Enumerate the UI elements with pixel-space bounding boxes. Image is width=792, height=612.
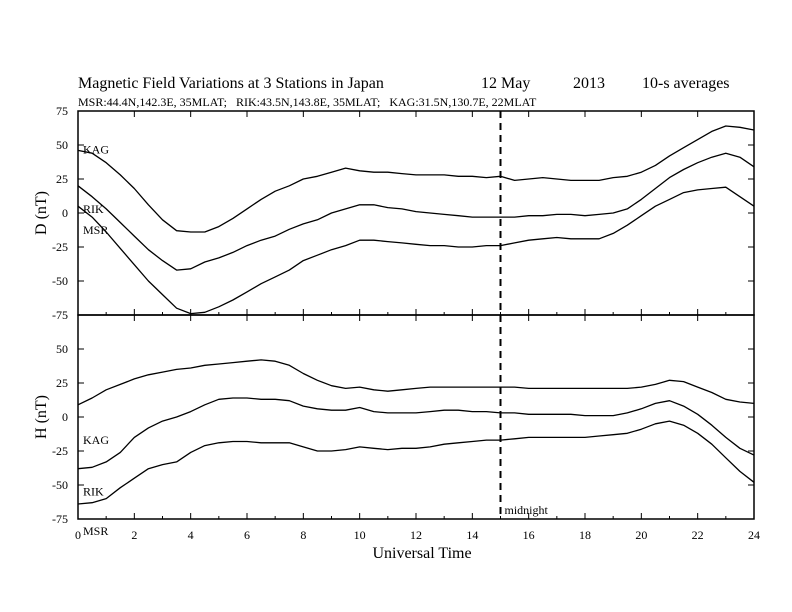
x-tick-label-4: 8 [300, 528, 306, 542]
chart-averaging: 10-s averages [642, 75, 730, 92]
x-tick-label-3: 6 [244, 528, 250, 542]
series-line-0-kag [77, 125, 755, 233]
series-line-1-kag [77, 359, 755, 406]
y-tick-label-0-3: 0 [62, 206, 68, 220]
y-tick-label-0-0: 75 [56, 104, 68, 118]
midnight-label: midnight [505, 503, 549, 517]
y-tick-label-1-3: 0 [62, 410, 68, 424]
y-tick-label-1-1: 50 [56, 342, 68, 356]
series-line-1-msr [77, 420, 755, 505]
series-label-0-rik: RIK [83, 202, 104, 216]
panel-frame-1 [77, 314, 755, 520]
x-tick-label-7: 14 [466, 528, 478, 542]
x-tick-label-2: 4 [188, 528, 194, 542]
x-tick-label-5: 10 [354, 528, 366, 542]
y-tick-label-1-5: -50 [52, 478, 68, 492]
series-label-1-rik: RIK [83, 485, 104, 499]
y-tick-label-0-5: -50 [52, 274, 68, 288]
y-tick-label-0-4: -25 [52, 240, 68, 254]
series-line-0-msr [77, 186, 755, 315]
chart-subtitle: MSR:44.4N,142.3E, 35MLAT; RIK:43.5N,143.… [78, 95, 537, 109]
x-tick-label-11: 22 [692, 528, 704, 542]
y-axis-label-0: D (nT) [33, 191, 50, 235]
chart-title: Magnetic Field Variations at 3 Stations … [78, 75, 384, 92]
y-tick-label-1-4: -25 [52, 444, 68, 458]
plot-layer: 75 50 25 0 -25 -50 -75 D (nT) KAG RIK MSR 50 25 0 -25 -… [33, 104, 760, 542]
series-label-1-kag: KAG [83, 433, 109, 447]
x-tick-label-6: 12 [410, 528, 422, 542]
y-tick-label-0-1: 50 [56, 138, 68, 152]
series-label-1-msr: MSR [83, 524, 108, 538]
series-label-0-kag: KAG [83, 142, 109, 156]
y-tick-label-1-6: -75 [52, 512, 68, 526]
y-axis-label-1: H (nT) [33, 395, 50, 439]
x-tick-label-1: 2 [131, 528, 137, 542]
panel-frame-0 [77, 110, 755, 316]
x-tick-label-9: 18 [579, 528, 591, 542]
series-label-0-msr: MSR [83, 223, 108, 237]
y-tick-label-1-2: 25 [56, 376, 68, 390]
y-tick-label-0-2: 25 [56, 172, 68, 186]
y-tick-label-0-6: -75 [52, 308, 68, 322]
series-line-1-rik [77, 397, 755, 470]
series-line-0-rik [77, 152, 755, 271]
x-tick-label-12: 24 [748, 528, 760, 542]
x-tick-label-8: 16 [523, 528, 535, 542]
chart-date-year: 2013 [573, 75, 605, 92]
chart-date-day: 12 May [481, 75, 530, 92]
x-tick-label-10: 20 [635, 528, 647, 542]
x-tick-label-0: 0 [75, 528, 81, 542]
x-axis-label: Universal Time [372, 545, 471, 562]
